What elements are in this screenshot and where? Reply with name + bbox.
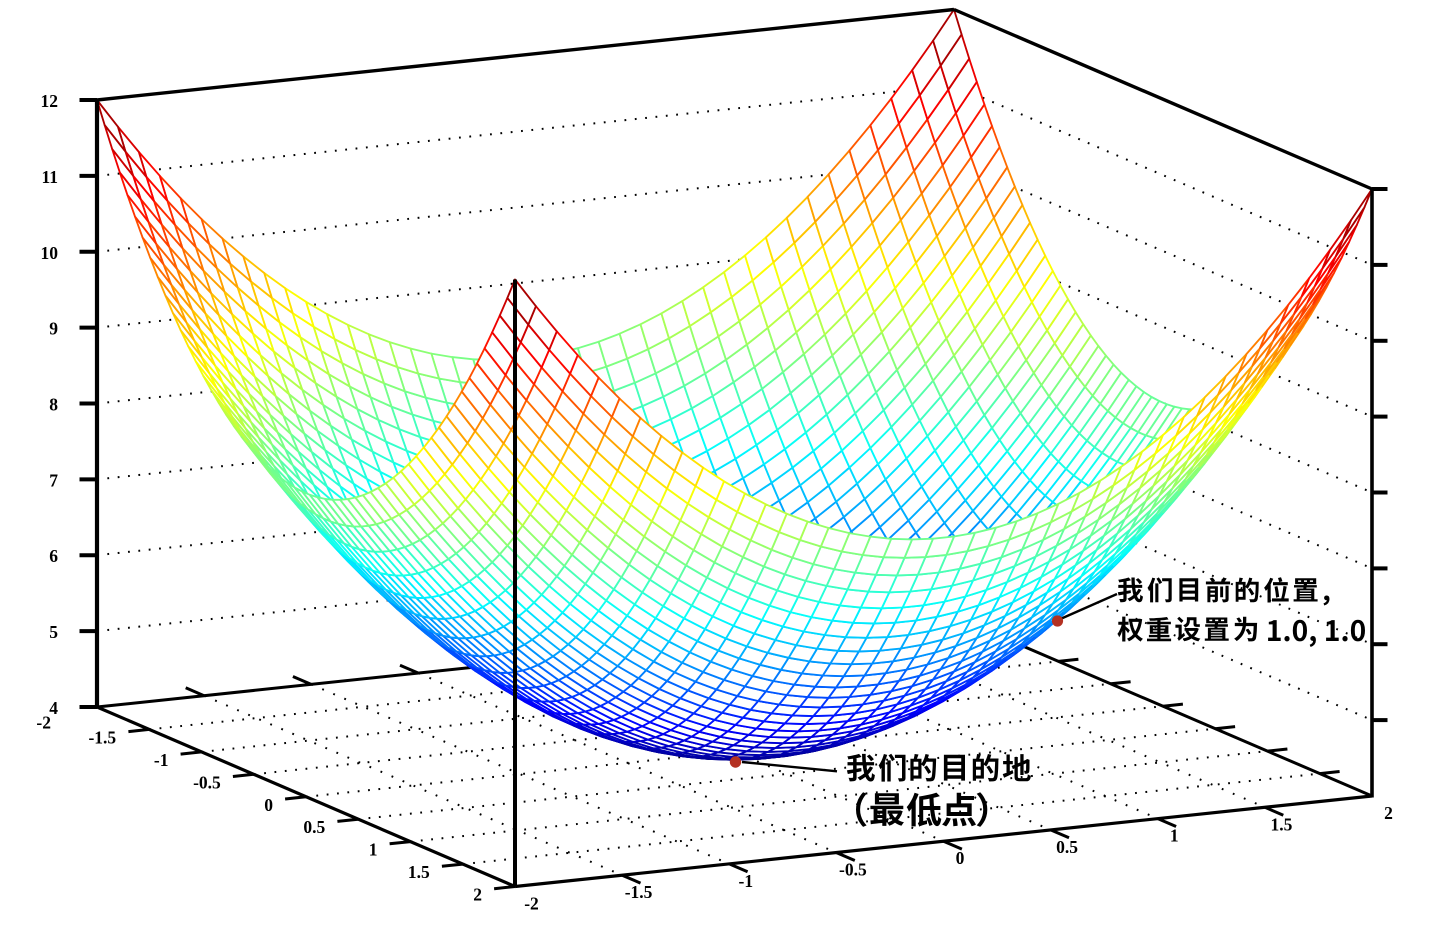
svg-text:0.5: 0.5	[303, 817, 325, 837]
svg-text:-1.5: -1.5	[88, 727, 116, 747]
svg-text:9: 9	[49, 319, 58, 339]
svg-text:-1.5: -1.5	[625, 882, 653, 902]
svg-text:-1: -1	[739, 871, 754, 891]
svg-text:1.5: 1.5	[1270, 814, 1292, 834]
svg-text:1: 1	[369, 840, 378, 860]
svg-text:1.5: 1.5	[408, 862, 430, 882]
svg-text:4: 4	[49, 698, 58, 718]
svg-text:12: 12	[41, 91, 59, 111]
svg-text:11: 11	[41, 167, 58, 187]
svg-text:0: 0	[264, 795, 273, 815]
svg-text:1: 1	[1170, 826, 1179, 846]
svg-text:0.5: 0.5	[1056, 837, 1078, 857]
svg-text:8: 8	[49, 395, 58, 415]
svg-text:-0.5: -0.5	[193, 772, 221, 792]
svg-text:-2: -2	[524, 894, 539, 914]
svg-text:2: 2	[473, 885, 482, 905]
svg-text:6: 6	[49, 546, 58, 566]
svg-text:0: 0	[956, 848, 965, 868]
svg-text:7: 7	[49, 470, 58, 490]
svg-text:-0.5: -0.5	[839, 860, 867, 880]
svg-text:-1: -1	[154, 750, 169, 770]
svg-text:10: 10	[41, 243, 59, 263]
svg-text:5: 5	[49, 622, 58, 642]
svg-text:-2: -2	[36, 713, 51, 733]
svg-text:2: 2	[1384, 803, 1393, 823]
